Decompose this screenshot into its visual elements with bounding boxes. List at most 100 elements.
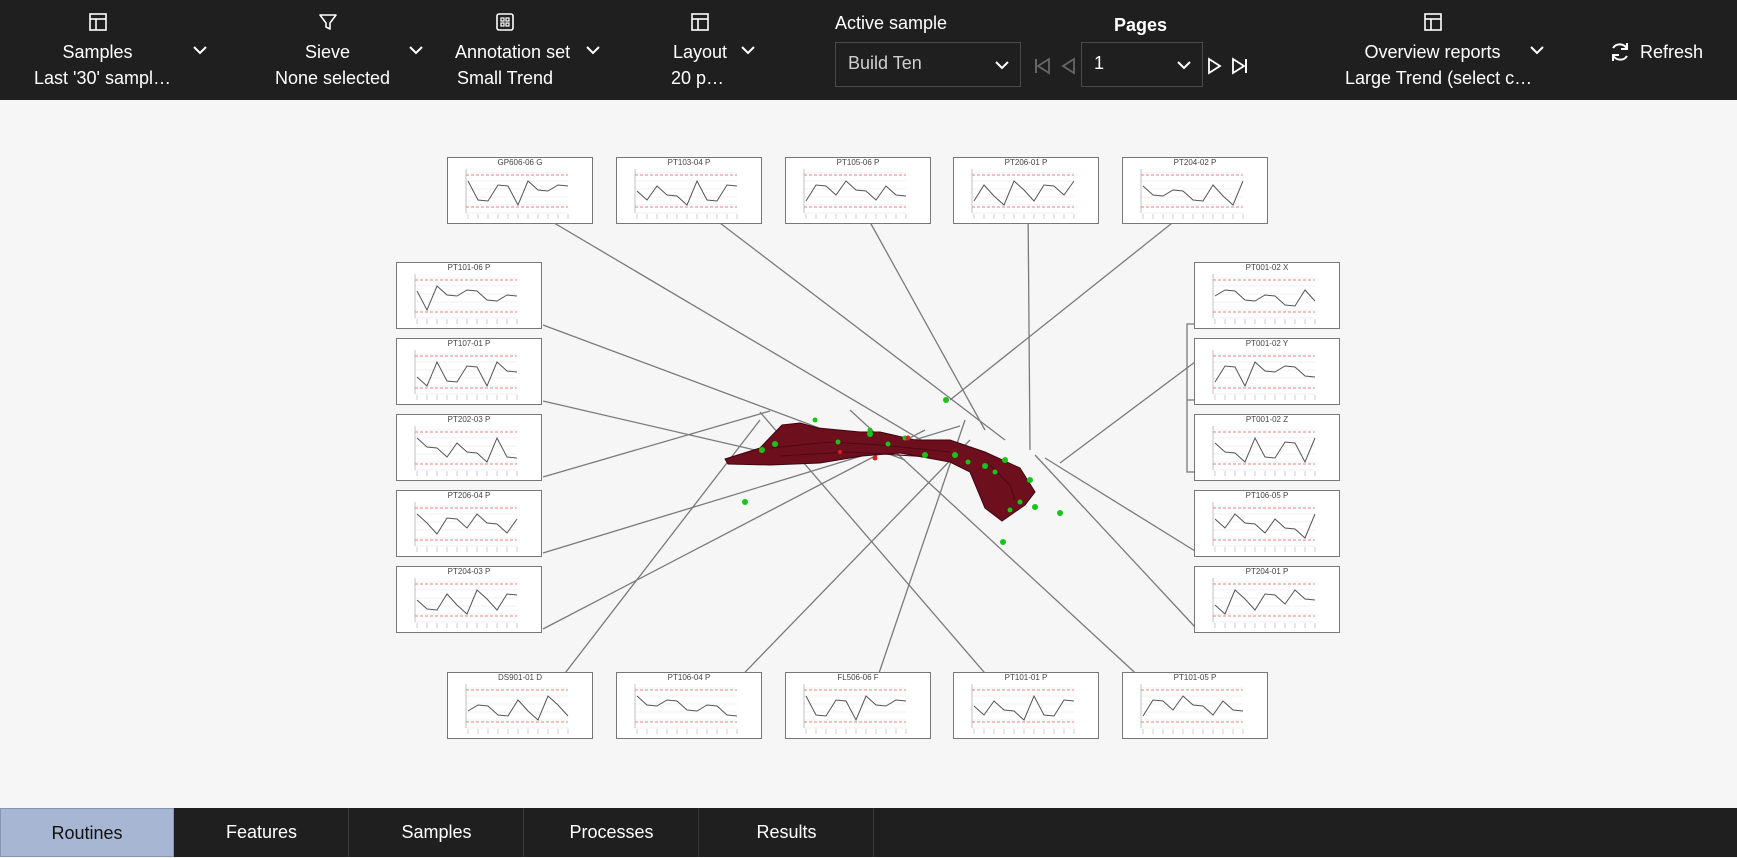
mini-trend-chart — [414, 350, 518, 400]
thumbnail-title: PT106-05 P — [1245, 491, 1289, 500]
chevron-down-icon — [586, 46, 600, 55]
trend-thumbnail[interactable]: PT105-06 P — [785, 157, 931, 224]
trend-thumbnail[interactable]: PT103-04 P — [616, 157, 762, 224]
layout-icon — [660, 12, 740, 32]
previous-page-icon[interactable] — [1058, 56, 1078, 76]
tab-samples[interactable]: Samples — [350, 808, 524, 857]
mini-trend-chart — [414, 426, 518, 476]
mini-trend-chart — [803, 169, 907, 219]
trend-thumbnail[interactable]: PT202-03 P — [396, 414, 542, 481]
chevron-down-icon — [995, 61, 1009, 70]
bottom-tab-bar: Routines Features Samples Processes Results — [0, 808, 1737, 857]
layout-title: Layout — [672, 42, 728, 62]
chevron-down-icon — [193, 46, 207, 55]
mini-trend-chart — [1212, 350, 1316, 400]
trend-thumbnail[interactable]: PT001-02 X — [1194, 262, 1340, 329]
mini-trend-chart — [1212, 274, 1316, 324]
mini-trend-chart — [465, 684, 569, 734]
thumbnail-title: PT202-03 P — [447, 415, 491, 424]
trend-thumbnail[interactable]: DS901-01 D — [447, 672, 593, 739]
part-model — [724, 397, 1063, 545]
annotation-title: Annotation set — [455, 42, 571, 62]
trend-thumbnail[interactable]: GP606-06 G — [447, 157, 593, 224]
sieve-title: Sieve — [304, 42, 351, 62]
grid-icon — [455, 12, 555, 32]
connector-lines — [521, 203, 1197, 730]
active-sample-label: Active sample — [835, 13, 948, 33]
mini-trend-chart — [971, 169, 1075, 219]
samples-dropdown[interactable]: Samples Last '30' sampl… — [30, 0, 207, 100]
trend-thumbnail[interactable]: PT206-04 P — [396, 490, 542, 557]
mini-trend-chart — [1212, 426, 1316, 476]
mini-trend-chart — [1212, 502, 1316, 552]
thumbnail-title: PT001-02 Y — [1245, 339, 1289, 348]
thumbnail-title: PT101-01 P — [1004, 673, 1048, 682]
thumbnail-title: DS901-01 D — [497, 673, 543, 682]
trend-thumbnail[interactable]: PT204-02 P — [1122, 157, 1268, 224]
thumbnail-title: PT101-05 P — [1173, 673, 1217, 682]
thumbnail-title: PT204-02 P — [1173, 158, 1217, 167]
thumbnail-title: PT204-01 P — [1245, 567, 1289, 576]
filter-icon — [270, 12, 385, 32]
trend-thumbnail[interactable]: PT001-02 Z — [1194, 414, 1340, 481]
mini-trend-chart — [634, 169, 738, 219]
tab-features[interactable]: Features — [175, 808, 349, 857]
mini-trend-chart — [971, 684, 1075, 734]
pages-label: Pages — [1114, 15, 1168, 35]
annotation-set-dropdown[interactable]: Annotation set Small Trend — [455, 0, 605, 100]
page-select[interactable]: 1 — [1081, 42, 1203, 87]
trend-thumbnail[interactable]: PT204-03 P — [396, 566, 542, 633]
trend-thumbnail[interactable]: PT206-01 P — [953, 157, 1099, 224]
refresh-icon — [1612, 43, 1628, 61]
overview-reports-dropdown[interactable]: Overview reports Large Trend (select c… — [1345, 0, 1555, 100]
trend-thumbnail[interactable]: PT101-01 P — [953, 672, 1099, 739]
trend-thumbnail[interactable]: PT101-05 P — [1122, 672, 1268, 739]
layout-dropdown[interactable]: Layout 20 p… — [660, 0, 770, 100]
tab-routines[interactable]: Routines — [0, 808, 174, 857]
trend-thumbnail[interactable]: PT107-01 P — [396, 338, 542, 405]
active-sample-select[interactable]: Build Ten — [835, 42, 1021, 87]
samples-subtitle: Last '30' sampl… — [34, 68, 171, 88]
thumbnail-title: PT001-02 X — [1245, 263, 1289, 272]
overview-subtitle: Large Trend (select c… — [1345, 68, 1533, 88]
trend-thumbnail[interactable]: PT106-05 P — [1194, 490, 1340, 557]
trend-thumbnail[interactable]: PT204-01 P — [1194, 566, 1340, 633]
overview-title: Overview reports — [1364, 42, 1501, 62]
mini-trend-chart — [414, 578, 518, 628]
overview-canvas[interactable]: GP606-06 G PT103-04 P PT105-06 P PT206-01 P… — [0, 100, 1737, 808]
thumbnail-title: FL506-06 F — [837, 673, 879, 682]
thumbnail-title: PT206-04 P — [447, 491, 491, 500]
thumbnail-title: PT101-06 P — [447, 263, 491, 272]
layout-icon — [30, 12, 165, 32]
sieve-dropdown[interactable]: Sieve None selected — [270, 0, 430, 100]
mini-trend-chart — [414, 274, 518, 324]
first-page-icon[interactable] — [1032, 56, 1052, 76]
active-sample-value: Build Ten — [848, 53, 922, 73]
mini-trend-chart — [1140, 169, 1244, 219]
mini-trend-chart — [1212, 578, 1316, 628]
thumbnail-title: PT206-01 P — [1004, 158, 1048, 167]
thumbnail-title: PT105-06 P — [836, 158, 880, 167]
next-page-icon[interactable] — [1205, 56, 1225, 76]
trend-thumbnail[interactable]: PT106-04 P — [616, 672, 762, 739]
samples-title: Samples — [62, 42, 133, 62]
chevron-down-icon — [741, 46, 755, 55]
chevron-down-icon — [1530, 46, 1544, 55]
thumbnail-title: PT204-03 P — [447, 567, 491, 576]
tab-results[interactable]: Results — [700, 808, 874, 857]
thumbnail-title: PT103-04 P — [667, 158, 711, 167]
mini-trend-chart — [634, 684, 738, 734]
refresh-label: Refresh — [1640, 41, 1704, 62]
trend-thumbnail[interactable]: PT001-02 Y — [1194, 338, 1340, 405]
last-page-icon[interactable] — [1230, 56, 1250, 76]
mini-trend-chart — [803, 684, 907, 734]
tab-processes[interactable]: Processes — [525, 808, 699, 857]
trend-thumbnail[interactable]: FL506-06 F — [785, 672, 931, 739]
mini-trend-chart — [1140, 684, 1244, 734]
trend-thumbnail[interactable]: PT101-06 P — [396, 262, 542, 329]
layout-icon — [1345, 12, 1520, 32]
mini-trend-chart — [465, 169, 569, 219]
top-toolbar: Samples Last '30' sampl… Sieve None sele… — [0, 0, 1737, 100]
annotation-subtitle: Small Trend — [456, 68, 554, 88]
refresh-button[interactable]: Refresh — [1608, 40, 1703, 64]
